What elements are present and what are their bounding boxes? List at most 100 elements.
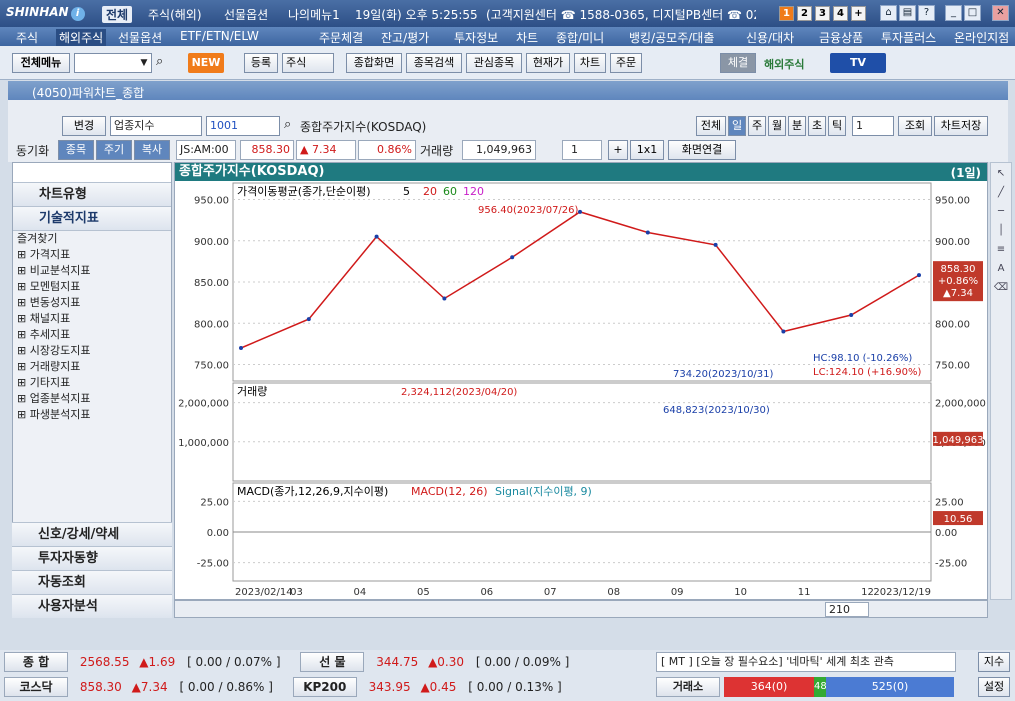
order-button[interactable]: 주문 (610, 53, 642, 73)
home-icon[interactable]: ⌂ (880, 5, 897, 21)
count-select[interactable]: 1 (852, 116, 894, 136)
new-badge[interactable]: NEW (188, 53, 224, 73)
screen-2-button[interactable]: 2 (797, 6, 812, 21)
news-ticker[interactable]: [ MT ] [오늘 장 필수요소] '네마틱' 세계 최초 관측 (656, 652, 956, 672)
settings-button[interactable]: 설정 (978, 677, 1010, 697)
overseas-stock-link[interactable]: 해외주식 (764, 58, 805, 71)
current-price-button[interactable]: 현재가 (526, 53, 570, 73)
indicator-tree-item[interactable]: ⊞ 거래량지표 (17, 360, 81, 373)
chart-type-header[interactable]: 차트유형 (13, 183, 171, 207)
tab-all[interactable]: 전체 (102, 6, 133, 23)
sector-select[interactable]: 업종지수 (110, 116, 202, 136)
menu-item-6[interactable]: 투자정보 (454, 31, 499, 45)
zoom-count[interactable]: 210 (825, 602, 869, 617)
decliners-bar: 525(0) (826, 677, 954, 697)
tv-button[interactable]: TV (830, 53, 886, 73)
cursor-icon[interactable]: ↖ (996, 168, 1006, 179)
menu-item-5[interactable]: 잔고/평가 (381, 31, 430, 45)
screen-add-button[interactable]: + (851, 6, 866, 21)
chart-save-button[interactable]: 차트저장 (934, 116, 988, 136)
screen-4-button[interactable]: 4 (833, 6, 848, 21)
screen-3-button[interactable]: 3 (815, 6, 830, 21)
indicator-tree-item[interactable]: ⊞ 비교분석지표 (17, 264, 91, 277)
sync-period-button[interactable]: 주기 (96, 140, 132, 160)
menu-item-10[interactable]: 신용/대차 (746, 31, 795, 45)
period-week-button[interactable]: 주 (748, 116, 766, 136)
stock-select[interactable]: 주식 (282, 53, 334, 73)
period-tick-button[interactable]: 틱 (828, 116, 846, 136)
left-bottom-item[interactable]: 신호/강세/약세 (12, 522, 172, 546)
fib-tool-icon[interactable]: ≡ (996, 244, 1006, 255)
query-button[interactable]: 조회 (898, 116, 932, 136)
hline-tool-icon[interactable]: ─ (997, 206, 1005, 217)
period-second-button[interactable]: 초 (808, 116, 826, 136)
menu-search-input[interactable] (74, 53, 152, 73)
tab-stock-overseas[interactable]: 주식(해외) (148, 8, 202, 22)
price-badge-text: 858.30 (941, 264, 976, 275)
help-icon[interactable]: ? (918, 5, 935, 21)
menu-item-7[interactable]: 차트 (516, 31, 539, 45)
search-icon[interactable]: ⌕ (284, 117, 292, 132)
indicator-tree-item[interactable]: ⊞ 업종분석지표 (17, 392, 91, 405)
overview-button[interactable]: 종합화면 (346, 53, 402, 73)
indicator-tree-item[interactable]: ⊞ 변동성지표 (17, 296, 81, 309)
chart-scrollbar[interactable] (174, 600, 988, 618)
screen-1-button[interactable]: 1 (779, 6, 794, 21)
period-month-button[interactable]: 월 (768, 116, 786, 136)
menu-item-3[interactable]: ETF/ETN/ELW (180, 29, 259, 43)
indicator-tree-item[interactable]: ⊞ 시장강도지표 (17, 344, 91, 357)
qty-select[interactable]: 1 (562, 140, 602, 160)
line-tool-icon[interactable]: ╱ (997, 187, 1005, 198)
change-button[interactable]: 변경 (62, 116, 106, 136)
tab-my-menu[interactable]: 나의메뉴1 (288, 8, 340, 22)
menu-item-1[interactable]: 해외주식 (56, 29, 107, 46)
chart-canvas[interactable]: 950.00950.00900.00900.00850.00850.00800.… (175, 181, 987, 599)
sync-stock-button[interactable]: 종목 (58, 140, 94, 160)
left-bottom-item[interactable]: 투자자동향 (12, 546, 172, 570)
chevron-down-icon[interactable]: ▼ (140, 58, 148, 68)
indicator-tree-item[interactable]: ⊞ 모멘텀지표 (17, 280, 81, 293)
all-menu-button[interactable]: 전체메뉴 (12, 53, 70, 73)
menu-item-8[interactable]: 종합/미니 (556, 31, 605, 45)
chart-button[interactable]: 차트 (574, 53, 606, 73)
vline-tool-icon[interactable]: │ (997, 225, 1005, 236)
menu-item-4[interactable]: 주문체결 (319, 31, 364, 45)
menu-item-12[interactable]: 투자플러스 (881, 31, 937, 45)
search-icon[interactable]: ⌕ (156, 54, 164, 69)
period-day-button[interactable]: 일 (728, 116, 746, 136)
sync-copy-button[interactable]: 복사 (134, 140, 170, 160)
plus-button[interactable]: + (608, 140, 628, 160)
maximize-icon[interactable]: □ (964, 5, 981, 21)
left-bottom-item[interactable]: 자동조회 (12, 570, 172, 594)
erase-icon[interactable]: ⌫ (993, 282, 1009, 293)
tab-futures[interactable]: 선물옵션 (224, 8, 269, 22)
indicator-tree-item[interactable]: ⊞ 채널지표 (17, 312, 71, 325)
indicator-tree-item[interactable]: ⊞ 기타지표 (17, 376, 71, 389)
indicator-header[interactable]: 기술적지표 (13, 207, 171, 231)
indicator-search-input[interactable] (13, 163, 171, 183)
indicator-tree-item[interactable]: 즐겨찾기 (17, 232, 58, 245)
print-icon[interactable]: ▤ (899, 5, 916, 21)
menu-item-2[interactable]: 선물옵션 (118, 31, 163, 45)
period-all-button[interactable]: 전체 (696, 116, 726, 136)
indicator-tree-item[interactable]: ⊞ 추세지표 (17, 328, 71, 341)
menu-item-13[interactable]: 온라인지점 (954, 31, 1010, 45)
ratio-button[interactable]: 1x1 (630, 140, 664, 160)
left-bottom-item[interactable]: 사용자분석 (12, 594, 172, 618)
fill-button[interactable]: 체결 (720, 53, 756, 73)
register-button[interactable]: 등록 (244, 53, 278, 73)
menu-item-0[interactable]: 주식 (16, 31, 39, 45)
stock-search-button[interactable]: 종목검색 (406, 53, 462, 73)
close-icon[interactable]: ✕ (992, 5, 1009, 21)
text-tool-icon[interactable]: A (997, 263, 1005, 274)
indicator-tree-item[interactable]: ⊞ 파생분석지표 (17, 408, 91, 421)
period-minute-button[interactable]: 분 (788, 116, 806, 136)
minimize-icon[interactable]: _ (945, 5, 962, 21)
watchlist-button[interactable]: 관심종목 (466, 53, 522, 73)
menu-item-11[interactable]: 금융상품 (819, 31, 864, 45)
indicator-tree-item[interactable]: ⊞ 가격지표 (17, 248, 71, 261)
code-input[interactable]: 1001 (206, 116, 280, 136)
link-screen-button[interactable]: 화면연결 (668, 140, 736, 160)
menu-item-9[interactable]: 뱅킹/공모주/대출 (629, 31, 715, 45)
index-button[interactable]: 지수 (978, 652, 1010, 672)
